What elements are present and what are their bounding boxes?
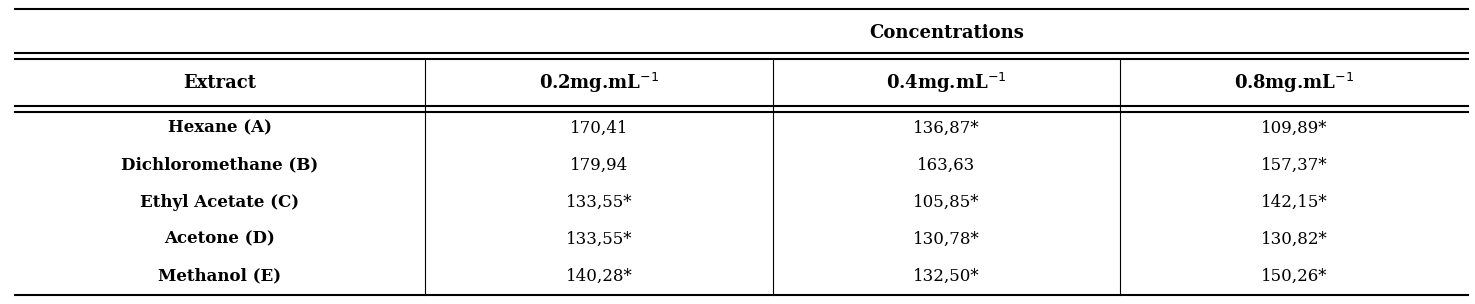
Text: Hexane (A): Hexane (A) <box>168 119 271 136</box>
Text: 179,94: 179,94 <box>569 157 628 174</box>
Text: 142,15*: 142,15* <box>1261 194 1328 211</box>
Text: Dichloromethane (B): Dichloromethane (B) <box>121 157 319 174</box>
Text: 130,82*: 130,82* <box>1261 231 1328 248</box>
Text: 130,78*: 130,78* <box>913 231 979 248</box>
Text: 0.4mg.mL$^{-1}$: 0.4mg.mL$^{-1}$ <box>886 71 1007 95</box>
Text: 157,37*: 157,37* <box>1261 157 1328 174</box>
Text: 150,26*: 150,26* <box>1261 268 1328 285</box>
Text: 170,41: 170,41 <box>569 119 628 136</box>
Text: 132,50*: 132,50* <box>913 268 979 285</box>
Text: 140,28*: 140,28* <box>566 268 633 285</box>
Text: 109,89*: 109,89* <box>1261 119 1328 136</box>
Text: Acetone (D): Acetone (D) <box>165 231 276 248</box>
Text: 133,55*: 133,55* <box>566 194 633 211</box>
Text: Extract: Extract <box>183 74 257 92</box>
Text: Methanol (E): Methanol (E) <box>158 268 282 285</box>
Text: 163,63: 163,63 <box>917 157 975 174</box>
Text: Ethyl Acetate (C): Ethyl Acetate (C) <box>140 194 299 211</box>
Text: 0.8mg.mL$^{-1}$: 0.8mg.mL$^{-1}$ <box>1235 71 1354 95</box>
Text: 0.2mg.mL$^{-1}$: 0.2mg.mL$^{-1}$ <box>538 71 659 95</box>
Text: 136,87*: 136,87* <box>913 119 979 136</box>
Text: 105,85*: 105,85* <box>913 194 979 211</box>
Text: 133,55*: 133,55* <box>566 231 633 248</box>
Text: Concentrations: Concentrations <box>869 24 1024 42</box>
